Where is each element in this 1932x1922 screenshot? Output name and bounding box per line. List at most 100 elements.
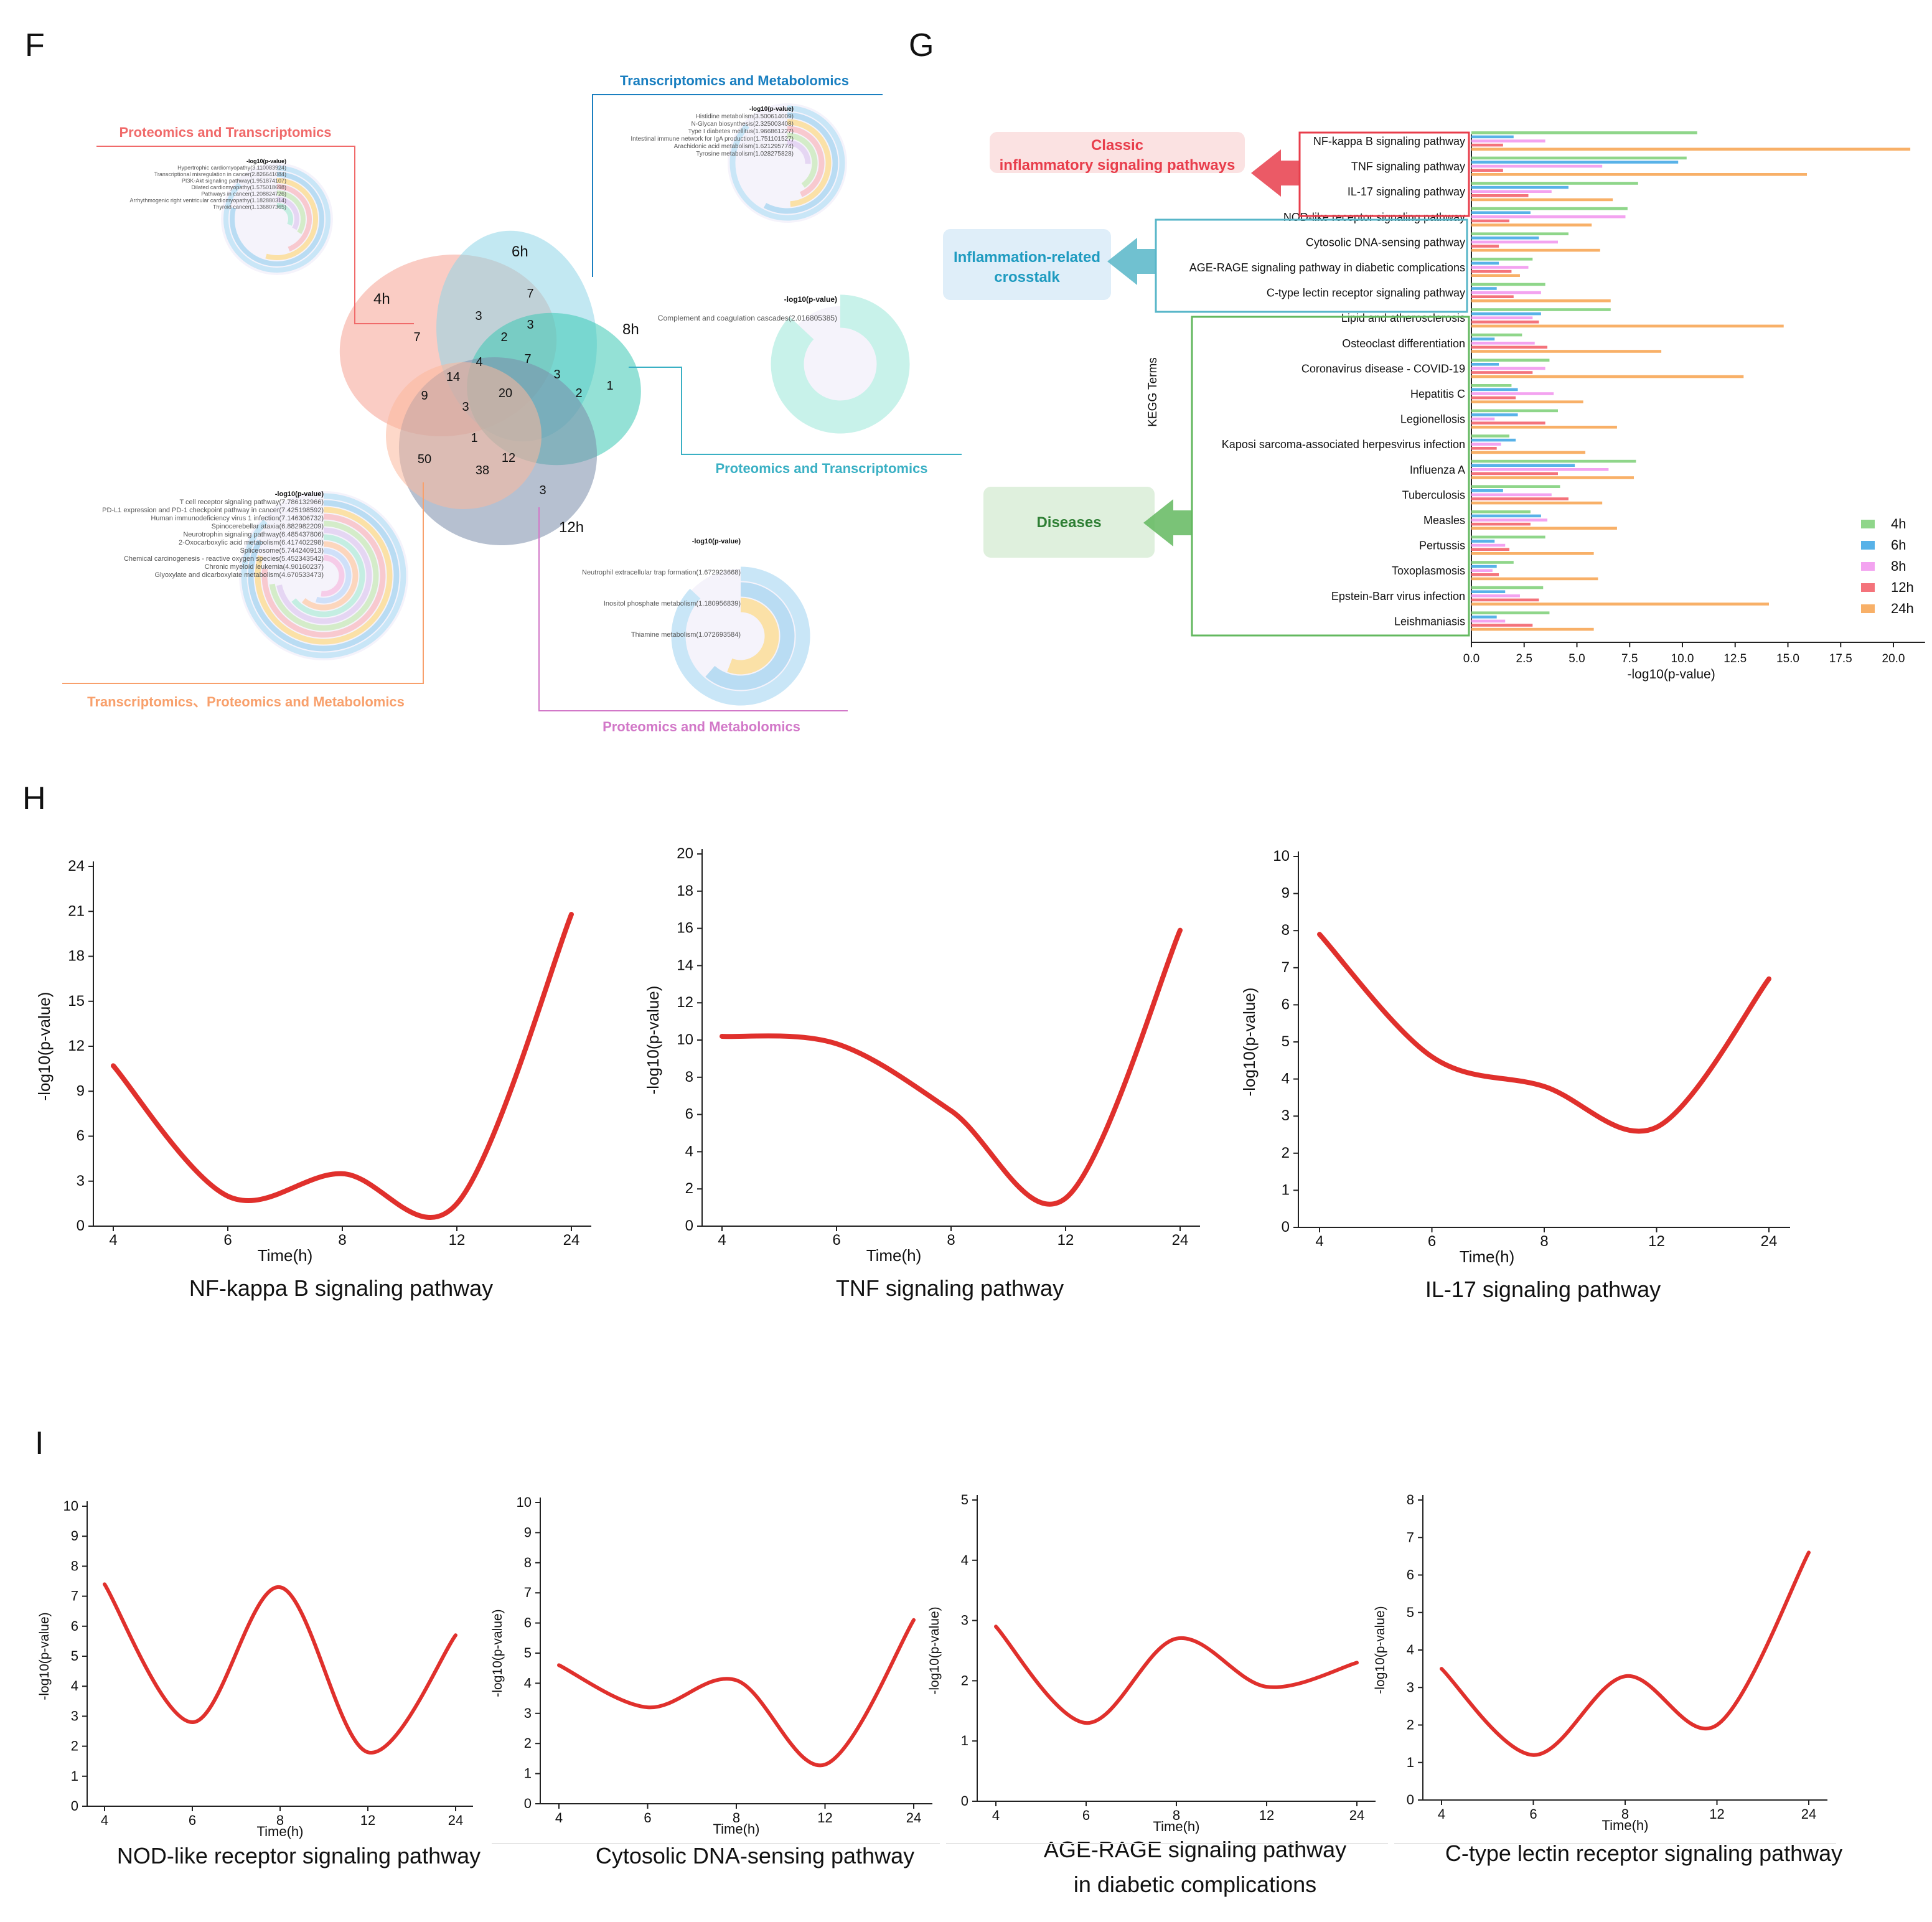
bar-4h [1471,359,1550,362]
bar-6h [1471,312,1541,316]
x-tick-label: 4 [101,1812,108,1828]
x-tick-label: 7.5 [1621,652,1638,665]
x-tick-label: 6 [644,1810,651,1826]
venn-region-count: 20 [499,387,512,400]
y-tick-label: 3 [961,1613,968,1628]
x-tick-label: 12 [1709,1806,1724,1822]
bar-8h [1471,266,1529,269]
x-tick-label: 6 [832,1232,840,1249]
radial-item-label: Neutrophil extracellular trap formation(… [582,569,741,576]
bar-24h [1471,274,1520,277]
bar-12h [1471,295,1514,298]
callout-pm: Proteomics and Metabolomics -log10(p-valu… [538,507,848,734]
y-axis-title: -log10(p-value) [644,986,662,1095]
radial-item-label: Inositol phosphate metabolism(1.18095683… [604,600,741,607]
y-tick-label: 5 [524,1645,532,1661]
venn-region-count: 3 [527,318,533,332]
trend-line [1317,932,1771,1134]
bar-24h [1471,552,1594,555]
bar-12h [1471,396,1516,400]
radial-item-label: PD-L1 expression and PD-1 checkpoint pat… [102,507,324,514]
radial-bar [315,548,352,604]
radial-item-label: Spinocerebellar ataxia(6.882982209) [212,523,324,530]
x-tick-label: 4 [1438,1806,1445,1822]
y-tick-label: 3 [524,1705,532,1721]
y-tick-label: 1 [524,1766,532,1781]
bar-12h [1471,421,1545,424]
y-tick-label: 7 [1407,1529,1414,1545]
trend-chart-H1: 0 3 6 9 12 15 18 21 24 4 6 8 12 24 Time(h) -log10(p-val… [35,858,591,1301]
legend-swatch [1861,562,1875,571]
radial-item-label: Type I diabetes mellitus(1.966861227) [688,128,794,135]
radial-item-label: Chronic myeloid leukemia(4.90160237) [205,563,324,571]
bar-12h [1471,194,1529,197]
bar-6h [1471,590,1506,593]
x-axis-title: -log10(p-value) [1627,667,1715,682]
bar-12h [1471,371,1533,374]
y-tick-label: 6 [1282,996,1290,1013]
y-tick-label: 6 [77,1128,85,1145]
venn-region-count: 1 [606,379,613,393]
venn-set-label: 8h [622,321,639,338]
callout-connector [592,94,883,277]
bar-12h [1471,143,1503,147]
x-tick-label: 6 [1428,1233,1436,1250]
y-tick-label: 0 [1282,1219,1290,1235]
trend-line [103,1582,457,1755]
radial-bar [276,190,306,235]
x-tick-label: 12 [1057,1232,1074,1249]
category-label: Pertussis [1419,540,1465,552]
chart-title: in diabetic complications [1074,1872,1316,1897]
radial-item-label: Human immunodeficiency virus 1 infection… [151,515,324,522]
bar-6h [1471,337,1495,340]
radial-item-label: Arrhythmogenic right ventricular cardiom… [129,197,286,204]
venn-region-count: 12 [502,451,515,465]
bar-24h [1471,148,1911,151]
radial-bar [230,172,324,266]
x-tick-label: 8 [733,1810,740,1826]
x-tick-label: 0.0 [1463,652,1479,665]
y-tick-label: 4 [1407,1642,1414,1657]
y-tick-label: 0 [685,1217,693,1234]
radial-item-label: Intestinal immune network for IgA produc… [631,136,794,143]
y-tick-label: 18 [68,948,85,965]
bar-8h [1471,619,1506,623]
bar-6h [1471,438,1516,442]
y-tick-label: 0 [77,1217,85,1234]
radial-bar [771,294,910,434]
venn-region-count: 7 [524,352,531,366]
y-tick-label: 15 [68,993,85,1010]
radial-bar [248,500,400,652]
y-tick-label: 2 [961,1672,968,1688]
bar-8h [1471,468,1609,471]
category-label: Influenza A [1410,464,1465,476]
bar-8h [1471,417,1495,421]
group-label: Classic [1091,137,1143,154]
bar-4h [1471,258,1533,261]
y-tick-label: 5 [1407,1605,1414,1620]
bar-8h [1471,240,1558,244]
trend-line [557,1618,916,1768]
chart-title: TNF signaling pathway [836,1275,1064,1301]
y-tick-label: 8 [685,1069,693,1085]
category-label: C-type lectin receptor signaling pathway [1267,287,1465,299]
y-tick-label: 8 [524,1555,532,1570]
category-label: Epstein-Barr virus infection [1331,590,1465,602]
bar-4h [1471,510,1531,513]
category-label: NF-kappa B signaling pathway [1313,135,1465,148]
y-tick-label: 5 [71,1648,78,1664]
y-tick-label: 0 [71,1798,78,1814]
x-axis-title: Time(h) [257,1824,304,1839]
y-tick-label: 5 [961,1492,968,1507]
callout-title: Proteomics and Transcriptomics [119,124,331,140]
x-tick-label: 6 [1082,1807,1090,1823]
radial-bar [276,527,372,624]
group-bracket [1191,316,1470,637]
bar-24h [1471,400,1583,403]
group-label: Inflammation-related [954,249,1100,266]
category-label: TNF signaling pathway [1351,161,1465,173]
radial-bar [261,513,386,638]
